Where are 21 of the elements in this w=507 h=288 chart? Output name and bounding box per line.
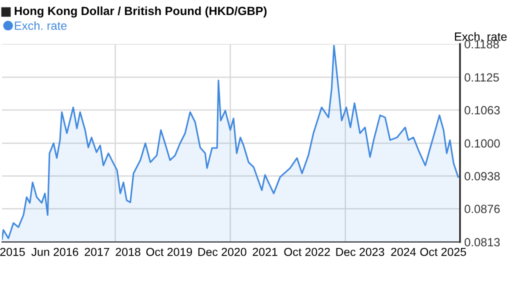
y-axis-title: Exch. rate xyxy=(455,32,507,41)
y-tick-label: 0.0813 xyxy=(464,238,500,246)
x-tick-label: Dec 2020 xyxy=(198,248,246,256)
chart-title: Hong Kong Dollar / British Pound (HKD/GBP) xyxy=(14,6,267,18)
x-tick-label: Oct 2022 xyxy=(284,248,330,256)
y-tick-label: 0.1125 xyxy=(464,73,499,82)
x-tick-label: Oct 2019 xyxy=(146,248,192,256)
x-tick-label: Oct 2025 xyxy=(420,248,466,256)
x-tick-label: 2021 xyxy=(252,248,278,256)
y-tick-label: 0.1000 xyxy=(464,139,500,148)
y-tick-label: 0.0876 xyxy=(464,204,500,214)
y-tick-label: 0.1188 xyxy=(464,40,499,48)
x-tick-label: Dec 2023 xyxy=(336,248,384,256)
x-tick-label: Jun 2016 xyxy=(31,248,78,256)
x-tick-label: 2018 xyxy=(116,248,140,256)
y-tick-label: 0.1063 xyxy=(464,106,500,114)
y-tick-label: 0.0938 xyxy=(464,172,500,180)
x-tick-label: 2017 xyxy=(84,248,110,256)
x-tick-label: 2015 xyxy=(0,248,25,256)
x-tick-label: 2024 xyxy=(391,248,416,256)
legend-label: Exch. rate xyxy=(14,21,67,30)
